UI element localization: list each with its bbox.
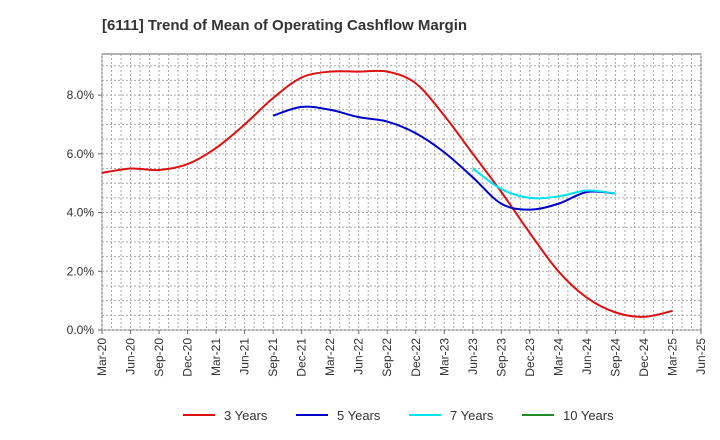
x-tick-label: Mar-24 (551, 338, 565, 376)
x-tick-label: Jun-24 (580, 338, 594, 375)
y-tick-label: 8.0% (67, 88, 95, 102)
x-tick-label: Mar-20 (95, 338, 109, 376)
x-tick-label: Mar-25 (665, 338, 679, 376)
y-tick-label: 6.0% (67, 147, 95, 161)
y-tick-label: 2.0% (67, 264, 95, 278)
x-tick-label: Sep-21 (266, 338, 280, 377)
y-axis-ticks: 0.0% 2.0% 4.0% 6.0% 8.0% (67, 88, 102, 337)
x-tick-label: Mar-23 (437, 338, 451, 376)
x-tick-label: Dec-23 (523, 338, 537, 377)
legend-label-5-years: 5 Years (337, 408, 381, 423)
legend-label-10-years: 10 Years (563, 408, 614, 423)
series-line-3-years (101, 69, 673, 318)
x-tick-label: Mar-21 (209, 338, 223, 376)
x-tick-label: Mar-22 (323, 338, 337, 376)
y-tick-label: 4.0% (67, 206, 95, 220)
x-tick-label: Sep-22 (380, 338, 394, 377)
x-axis-ticks: Mar-20 Jun-20 Sep-20 Dec-20 Mar-21 Jun-21 Sep-… (95, 330, 708, 377)
x-tick-label: Dec-20 (181, 338, 195, 377)
series-lines (101, 69, 673, 318)
x-tick-label: Jun-23 (466, 338, 480, 375)
x-tick-label: Dec-22 (409, 338, 423, 377)
x-tick-label: Sep-24 (608, 338, 622, 377)
series-line-7-years (472, 167, 616, 200)
legend-label-7-years: 7 Years (450, 408, 494, 423)
chart-title: [6111] Trend of Mean of Operating Cashfl… (102, 17, 467, 34)
x-tick-label: Sep-20 (152, 338, 166, 377)
y-tick-label: 0.0% (67, 323, 95, 337)
x-tick-label: Jun-22 (352, 338, 366, 375)
x-tick-label: Jun-25 (694, 338, 708, 375)
x-tick-label: Dec-24 (637, 338, 651, 377)
x-tick-label: Jun-20 (124, 338, 138, 375)
x-tick-label: Sep-23 (494, 338, 508, 377)
x-tick-label: Jun-21 (238, 338, 252, 375)
x-tick-label: Dec-21 (295, 338, 309, 377)
series-line-5-years (272, 105, 616, 211)
legend-label-3-years: 3 Years (224, 408, 268, 423)
legend: 3 Years 5 Years 7 Years 10 Years (183, 408, 614, 423)
